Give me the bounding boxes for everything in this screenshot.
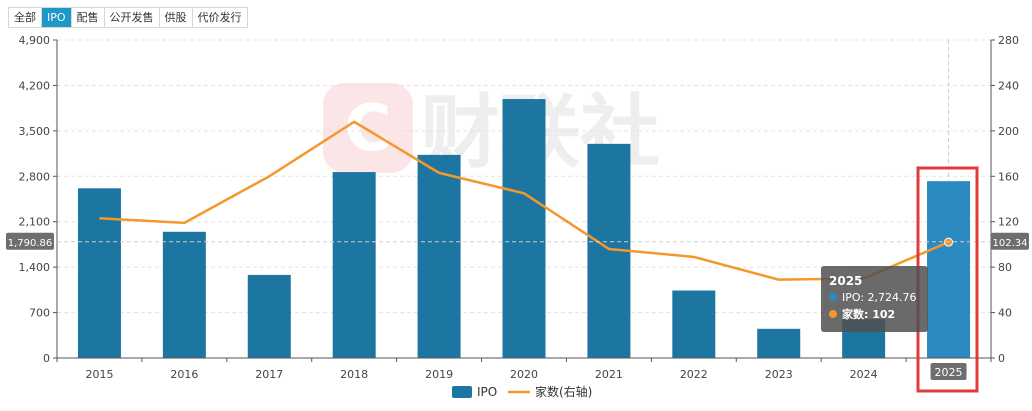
legend: IPO 家数(右轴): [452, 384, 592, 399]
bar-2023: [757, 328, 801, 358]
x-pointer-label: 2025: [935, 366, 963, 379]
right-tick-label: 80: [998, 261, 1012, 274]
legend-label-bar: IPO: [477, 385, 497, 399]
x-tick-label: 2020: [510, 368, 538, 381]
tooltip-row: IPO: 2,724.76: [842, 291, 917, 304]
category-tabs: 全部 IPO 配售 公开发售 供股 代价发行: [8, 7, 248, 28]
left-pointer-box: [6, 232, 54, 250]
right-tick-label: 280: [998, 34, 1019, 47]
right-pointer-box: [991, 232, 1029, 250]
x-tick-label: 2023: [765, 368, 793, 381]
bar-2017: [247, 274, 291, 358]
bar-2025: [927, 181, 971, 358]
tab-0[interactable]: 全部: [9, 8, 42, 27]
bar-2016: [162, 231, 206, 358]
right-tick-label: 0: [998, 352, 1005, 365]
tooltip-row: 家数: 102: [842, 307, 895, 321]
left-pointer-label: 1,790.86: [8, 238, 53, 249]
x-tick-label: 2015: [85, 368, 113, 381]
x-pointer-box: [930, 363, 967, 380]
left-tick-label: 1,400: [19, 261, 51, 274]
right-pointer-label: 102.34: [993, 238, 1028, 249]
x-tick-label: 2022: [680, 368, 708, 381]
x-tick-label: 2024: [850, 368, 878, 381]
axes: 0 0 700 40 1,400 80 2,100 120 2,800 160 3,500 200 4,…: [19, 34, 1020, 381]
left-tick-label: 4,900: [19, 34, 51, 47]
tooltip-box: [821, 266, 928, 332]
tab-2[interactable]: 配售: [71, 8, 105, 27]
right-tick-label: 40: [998, 307, 1012, 320]
tab-1[interactable]: IPO: [42, 8, 72, 27]
x-tick-label: 2021: [595, 368, 623, 381]
right-tick-label: 160: [998, 170, 1019, 183]
left-tick-label: 0: [43, 352, 50, 365]
legend-label-line: 家数(右轴): [535, 384, 592, 399]
tooltip-marker: [829, 310, 837, 318]
tab-3[interactable]: 公开发售: [104, 8, 160, 27]
left-tick-label: 4,200: [19, 79, 51, 92]
right-tick-label: 120: [998, 216, 1019, 229]
line-path: [99, 120, 950, 281]
legend-swatch-bar: [452, 386, 472, 398]
tab-5[interactable]: 代价发行: [192, 8, 247, 27]
x-tick-label: 2017: [255, 368, 283, 381]
left-tick-label: 2,800: [19, 170, 51, 183]
bar-2022: [672, 290, 716, 358]
tab-4[interactable]: 供股: [159, 8, 193, 27]
bar-2015: [77, 188, 121, 358]
left-tick-label: 2,100: [19, 216, 51, 229]
left-tick-label: 700: [29, 307, 50, 320]
x-tick-label: 2019: [425, 368, 453, 381]
tooltip-marker: [829, 293, 837, 301]
right-tick-label: 200: [998, 125, 1019, 138]
bar-2020: [502, 99, 546, 359]
bar-2019: [417, 154, 461, 358]
tooltip: 2025 IPO: 2,724.76 家数: 102: [821, 266, 928, 332]
right-tick-label: 240: [998, 79, 1019, 92]
x-tick-label: 2016: [170, 368, 198, 381]
bar-2018: [332, 172, 376, 358]
x-tick-label: 2018: [340, 368, 368, 381]
tooltip-title: 2025: [829, 274, 862, 288]
left-tick-label: 3,500: [19, 125, 51, 138]
